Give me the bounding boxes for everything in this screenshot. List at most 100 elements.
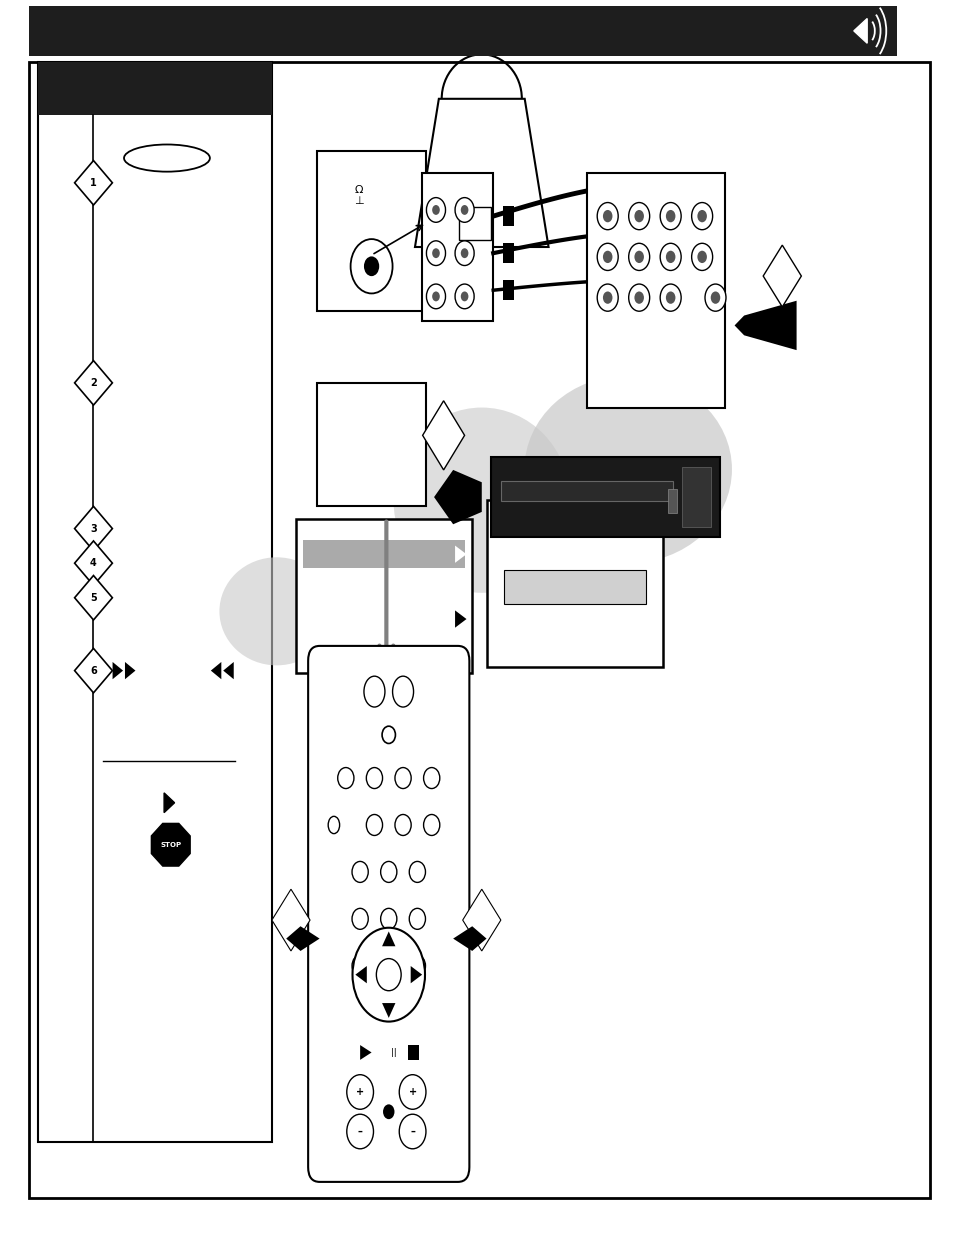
FancyBboxPatch shape [458, 207, 491, 240]
Circle shape [432, 205, 439, 215]
FancyBboxPatch shape [316, 383, 426, 506]
Circle shape [426, 198, 445, 222]
Circle shape [395, 815, 411, 835]
Circle shape [602, 210, 612, 222]
Text: 5: 5 [90, 593, 97, 603]
Circle shape [697, 210, 706, 222]
FancyBboxPatch shape [38, 62, 272, 115]
Text: 3: 3 [90, 524, 97, 534]
FancyBboxPatch shape [303, 541, 464, 568]
Text: +: + [355, 1087, 364, 1097]
Circle shape [337, 767, 354, 789]
Circle shape [409, 956, 425, 976]
Circle shape [347, 1114, 374, 1149]
FancyBboxPatch shape [29, 62, 929, 1198]
Polygon shape [74, 648, 112, 693]
FancyBboxPatch shape [316, 151, 426, 311]
Polygon shape [164, 793, 174, 813]
Circle shape [426, 284, 445, 309]
Circle shape [423, 767, 439, 789]
Polygon shape [411, 966, 421, 983]
Circle shape [460, 205, 468, 215]
Circle shape [352, 956, 368, 976]
Circle shape [691, 243, 712, 270]
Polygon shape [453, 926, 486, 951]
Circle shape [460, 248, 468, 258]
Polygon shape [272, 889, 310, 951]
Circle shape [455, 241, 474, 266]
Text: Ω
⊥: Ω ⊥ [354, 185, 363, 206]
Circle shape [691, 203, 712, 230]
FancyBboxPatch shape [491, 457, 720, 537]
Circle shape [366, 815, 382, 835]
FancyBboxPatch shape [502, 280, 514, 300]
Circle shape [704, 284, 725, 311]
Circle shape [628, 243, 649, 270]
FancyBboxPatch shape [502, 243, 514, 263]
Circle shape [353, 927, 425, 1021]
Circle shape [423, 815, 439, 835]
Text: ||: || [390, 1049, 396, 1057]
Circle shape [665, 251, 675, 263]
Polygon shape [125, 662, 135, 679]
Circle shape [409, 909, 425, 929]
Ellipse shape [364, 677, 384, 706]
Circle shape [380, 909, 396, 929]
Circle shape [659, 243, 680, 270]
Circle shape [597, 243, 618, 270]
Circle shape [455, 284, 474, 309]
Circle shape [634, 251, 643, 263]
FancyBboxPatch shape [295, 519, 472, 673]
Polygon shape [462, 889, 500, 951]
Polygon shape [74, 506, 112, 551]
FancyBboxPatch shape [667, 489, 677, 514]
Circle shape [399, 1114, 426, 1149]
Ellipse shape [124, 144, 210, 172]
Text: –: – [357, 1126, 362, 1136]
Polygon shape [853, 19, 866, 43]
Circle shape [602, 291, 612, 304]
Text: 2: 2 [90, 378, 97, 388]
FancyBboxPatch shape [29, 6, 896, 56]
Circle shape [383, 1104, 395, 1119]
FancyBboxPatch shape [502, 206, 514, 226]
Circle shape [399, 1074, 426, 1109]
Polygon shape [286, 926, 319, 951]
FancyBboxPatch shape [308, 646, 469, 1182]
Circle shape [634, 291, 643, 304]
Polygon shape [734, 301, 796, 351]
Circle shape [697, 251, 706, 263]
Ellipse shape [393, 408, 569, 593]
Circle shape [395, 767, 411, 789]
Circle shape [460, 291, 468, 301]
Ellipse shape [328, 816, 339, 834]
Text: +: + [408, 1087, 416, 1097]
Polygon shape [381, 1003, 395, 1018]
Polygon shape [355, 966, 366, 983]
Polygon shape [74, 576, 112, 620]
Circle shape [366, 767, 382, 789]
Polygon shape [74, 361, 112, 405]
Circle shape [352, 862, 368, 882]
Circle shape [659, 284, 680, 311]
Ellipse shape [219, 557, 334, 666]
Ellipse shape [393, 677, 414, 706]
Circle shape [432, 291, 439, 301]
Circle shape [380, 862, 396, 882]
Text: –: – [410, 1126, 415, 1136]
Polygon shape [152, 824, 190, 866]
Polygon shape [74, 541, 112, 585]
Polygon shape [455, 546, 466, 563]
Polygon shape [74, 161, 112, 205]
Polygon shape [112, 662, 123, 679]
Polygon shape [381, 931, 395, 946]
Polygon shape [762, 245, 801, 306]
Text: STOP: STOP [160, 842, 181, 847]
Polygon shape [422, 401, 464, 471]
Circle shape [364, 257, 379, 277]
FancyBboxPatch shape [681, 467, 710, 527]
Ellipse shape [524, 375, 731, 563]
Circle shape [628, 203, 649, 230]
Circle shape [628, 284, 649, 311]
Circle shape [634, 210, 643, 222]
